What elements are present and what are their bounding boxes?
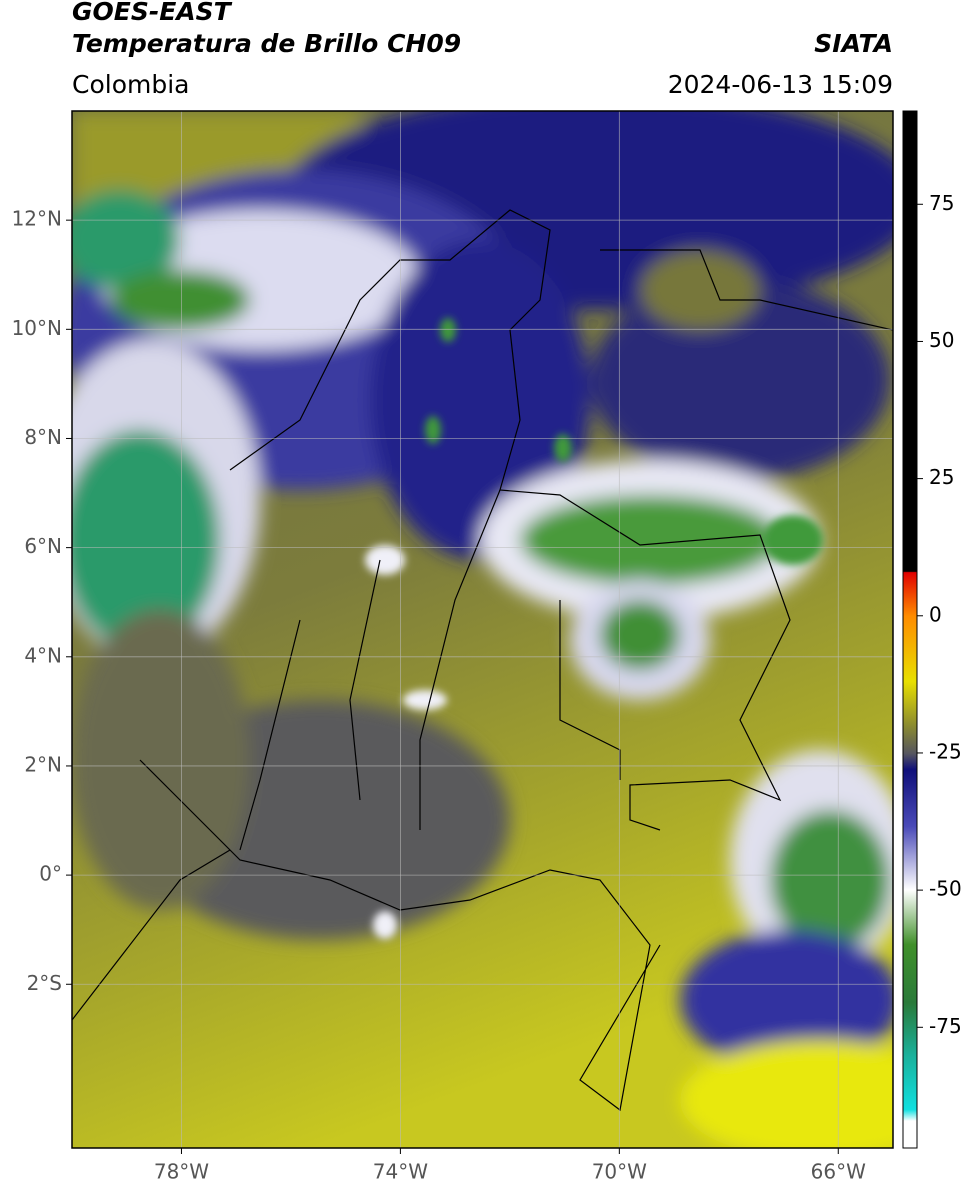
region: Colombia <box>72 70 189 99</box>
y-tick-label: 2°S <box>27 971 62 995</box>
x-tick-label: 70°W <box>592 1160 647 1184</box>
y-tick-label: 12°N <box>12 207 62 231</box>
datetime: 2024-06-13 15:09 <box>668 70 893 99</box>
colorbar-tick-label: 0 <box>929 602 942 626</box>
y-tick-label: 2°N <box>24 752 62 776</box>
colorbar-tick-label: 50 <box>929 328 954 352</box>
satellite-image <box>72 111 893 1148</box>
y-tick-label: 4°N <box>24 643 62 667</box>
y-tick-label: 10°N <box>12 316 62 340</box>
x-tick-label: 66°W <box>811 1160 866 1184</box>
y-tick-label: 6°N <box>24 534 62 558</box>
colorbar-tick-label: -75 <box>929 1014 962 1038</box>
colorbar-tick-label: -25 <box>929 739 962 763</box>
colorbar <box>902 110 918 1149</box>
colorbar-tick-label: 75 <box>929 191 954 215</box>
title: GOES-EAST <box>72 0 233 26</box>
subtitle: Temperatura de Brillo CH09 <box>72 29 461 58</box>
colorbar-tick-label: -50 <box>929 877 962 901</box>
map-frame <box>71 110 894 1149</box>
borders <box>72 209 893 1112</box>
x-tick-label: 78°W <box>154 1160 209 1184</box>
colorbar-tick-label: 25 <box>929 465 954 489</box>
y-tick-label: 8°N <box>24 425 62 449</box>
x-tick-label: 74°W <box>373 1160 428 1184</box>
source: SIATA <box>814 29 893 58</box>
grid <box>72 111 893 1148</box>
y-tick-label: 0° <box>39 862 62 886</box>
